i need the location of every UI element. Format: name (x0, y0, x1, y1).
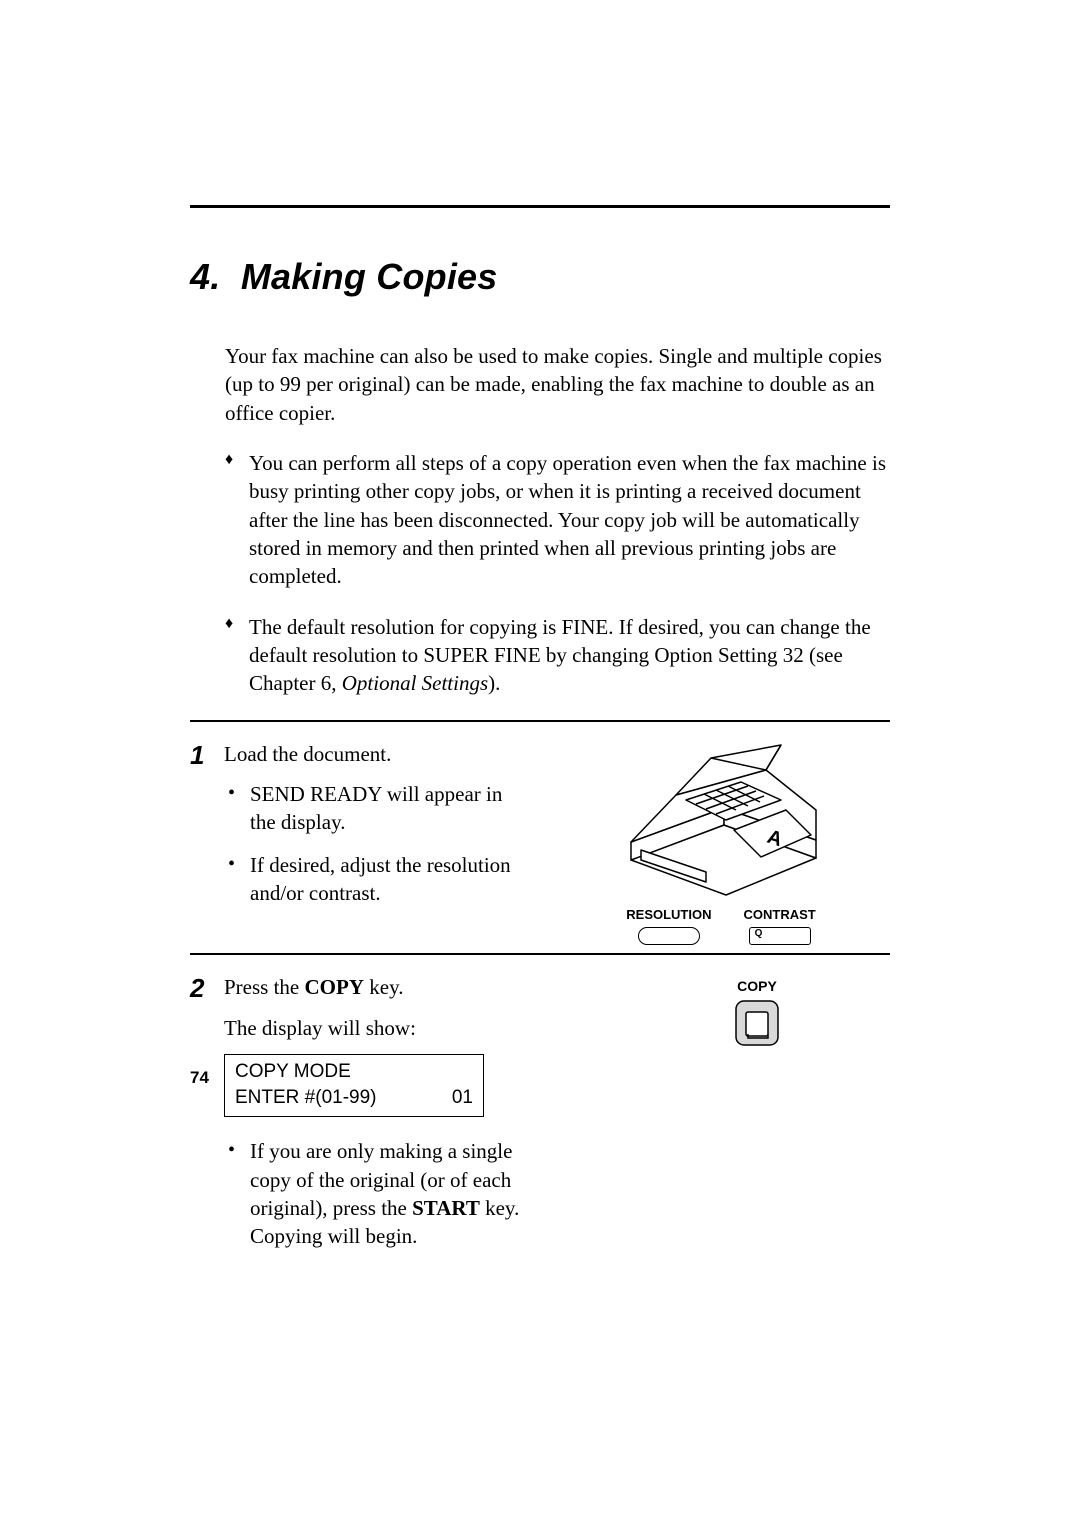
bullet-text-italic: Optional Settings (342, 671, 488, 695)
step-number: 1 (190, 740, 224, 768)
bullet-list: You can perform all steps of a copy oper… (225, 449, 890, 698)
step-2-sub: If you are only making a single copy of … (228, 1137, 554, 1250)
display-line-1: COPY MODE (235, 1059, 473, 1085)
top-rule (190, 205, 890, 208)
bullet-item: You can perform all steps of a copy oper… (225, 449, 890, 591)
step-1-sub-2: If desired, adjust the resolution and/or… (228, 851, 524, 908)
step-number: 2 (190, 973, 224, 1001)
bullet-item: The default resolution for copying is FI… (225, 613, 890, 698)
step-1-text: Load the document. (224, 740, 524, 768)
resolution-label: RESOLUTION (626, 906, 711, 924)
lcd-display: COPY MODE ENTER #(01-99) 01 (224, 1054, 484, 1117)
section-rule (190, 953, 890, 955)
fax-machine-illustration: A (616, 740, 826, 900)
bullet-text: You can perform all steps of a copy oper… (249, 451, 886, 588)
resolution-button[interactable] (638, 927, 700, 945)
step-2-line1-bold: COPY (305, 975, 365, 999)
chapter-title: 4. Making Copies (190, 256, 890, 298)
section-rule (190, 720, 890, 722)
step-1-sub-1: SEND READY will appear in the display. (228, 780, 524, 837)
step-2-line-1: Press the COPY key. (224, 973, 554, 1001)
contrast-button[interactable] (749, 927, 811, 945)
step-2-line1-prefix: Press the (224, 975, 305, 999)
copy-key-button[interactable] (733, 998, 781, 1048)
bullet-text-suffix: ). (488, 671, 500, 695)
step-2-sub-bold: START (412, 1196, 480, 1220)
chapter-number: 4. (190, 256, 220, 297)
display-line-2-left: ENTER #(01-99) (235, 1085, 377, 1111)
display-line-2-right: 01 (452, 1085, 473, 1111)
step-2-line1-suffix: key. (364, 975, 403, 999)
step-2: 2 Press the COPY key. The display will s… (190, 973, 890, 1264)
chapter-title-text: Making Copies (241, 256, 498, 297)
step-1: 1 Load the document. SEND READY will app… (190, 740, 890, 946)
copy-key-label: COPY (737, 977, 777, 996)
contrast-label: CONTRAST (744, 906, 816, 924)
step-2-line-2: The display will show: (224, 1014, 554, 1042)
intro-paragraph: Your fax machine can also be used to mak… (225, 342, 890, 427)
page-number: 74 (190, 1068, 209, 1088)
